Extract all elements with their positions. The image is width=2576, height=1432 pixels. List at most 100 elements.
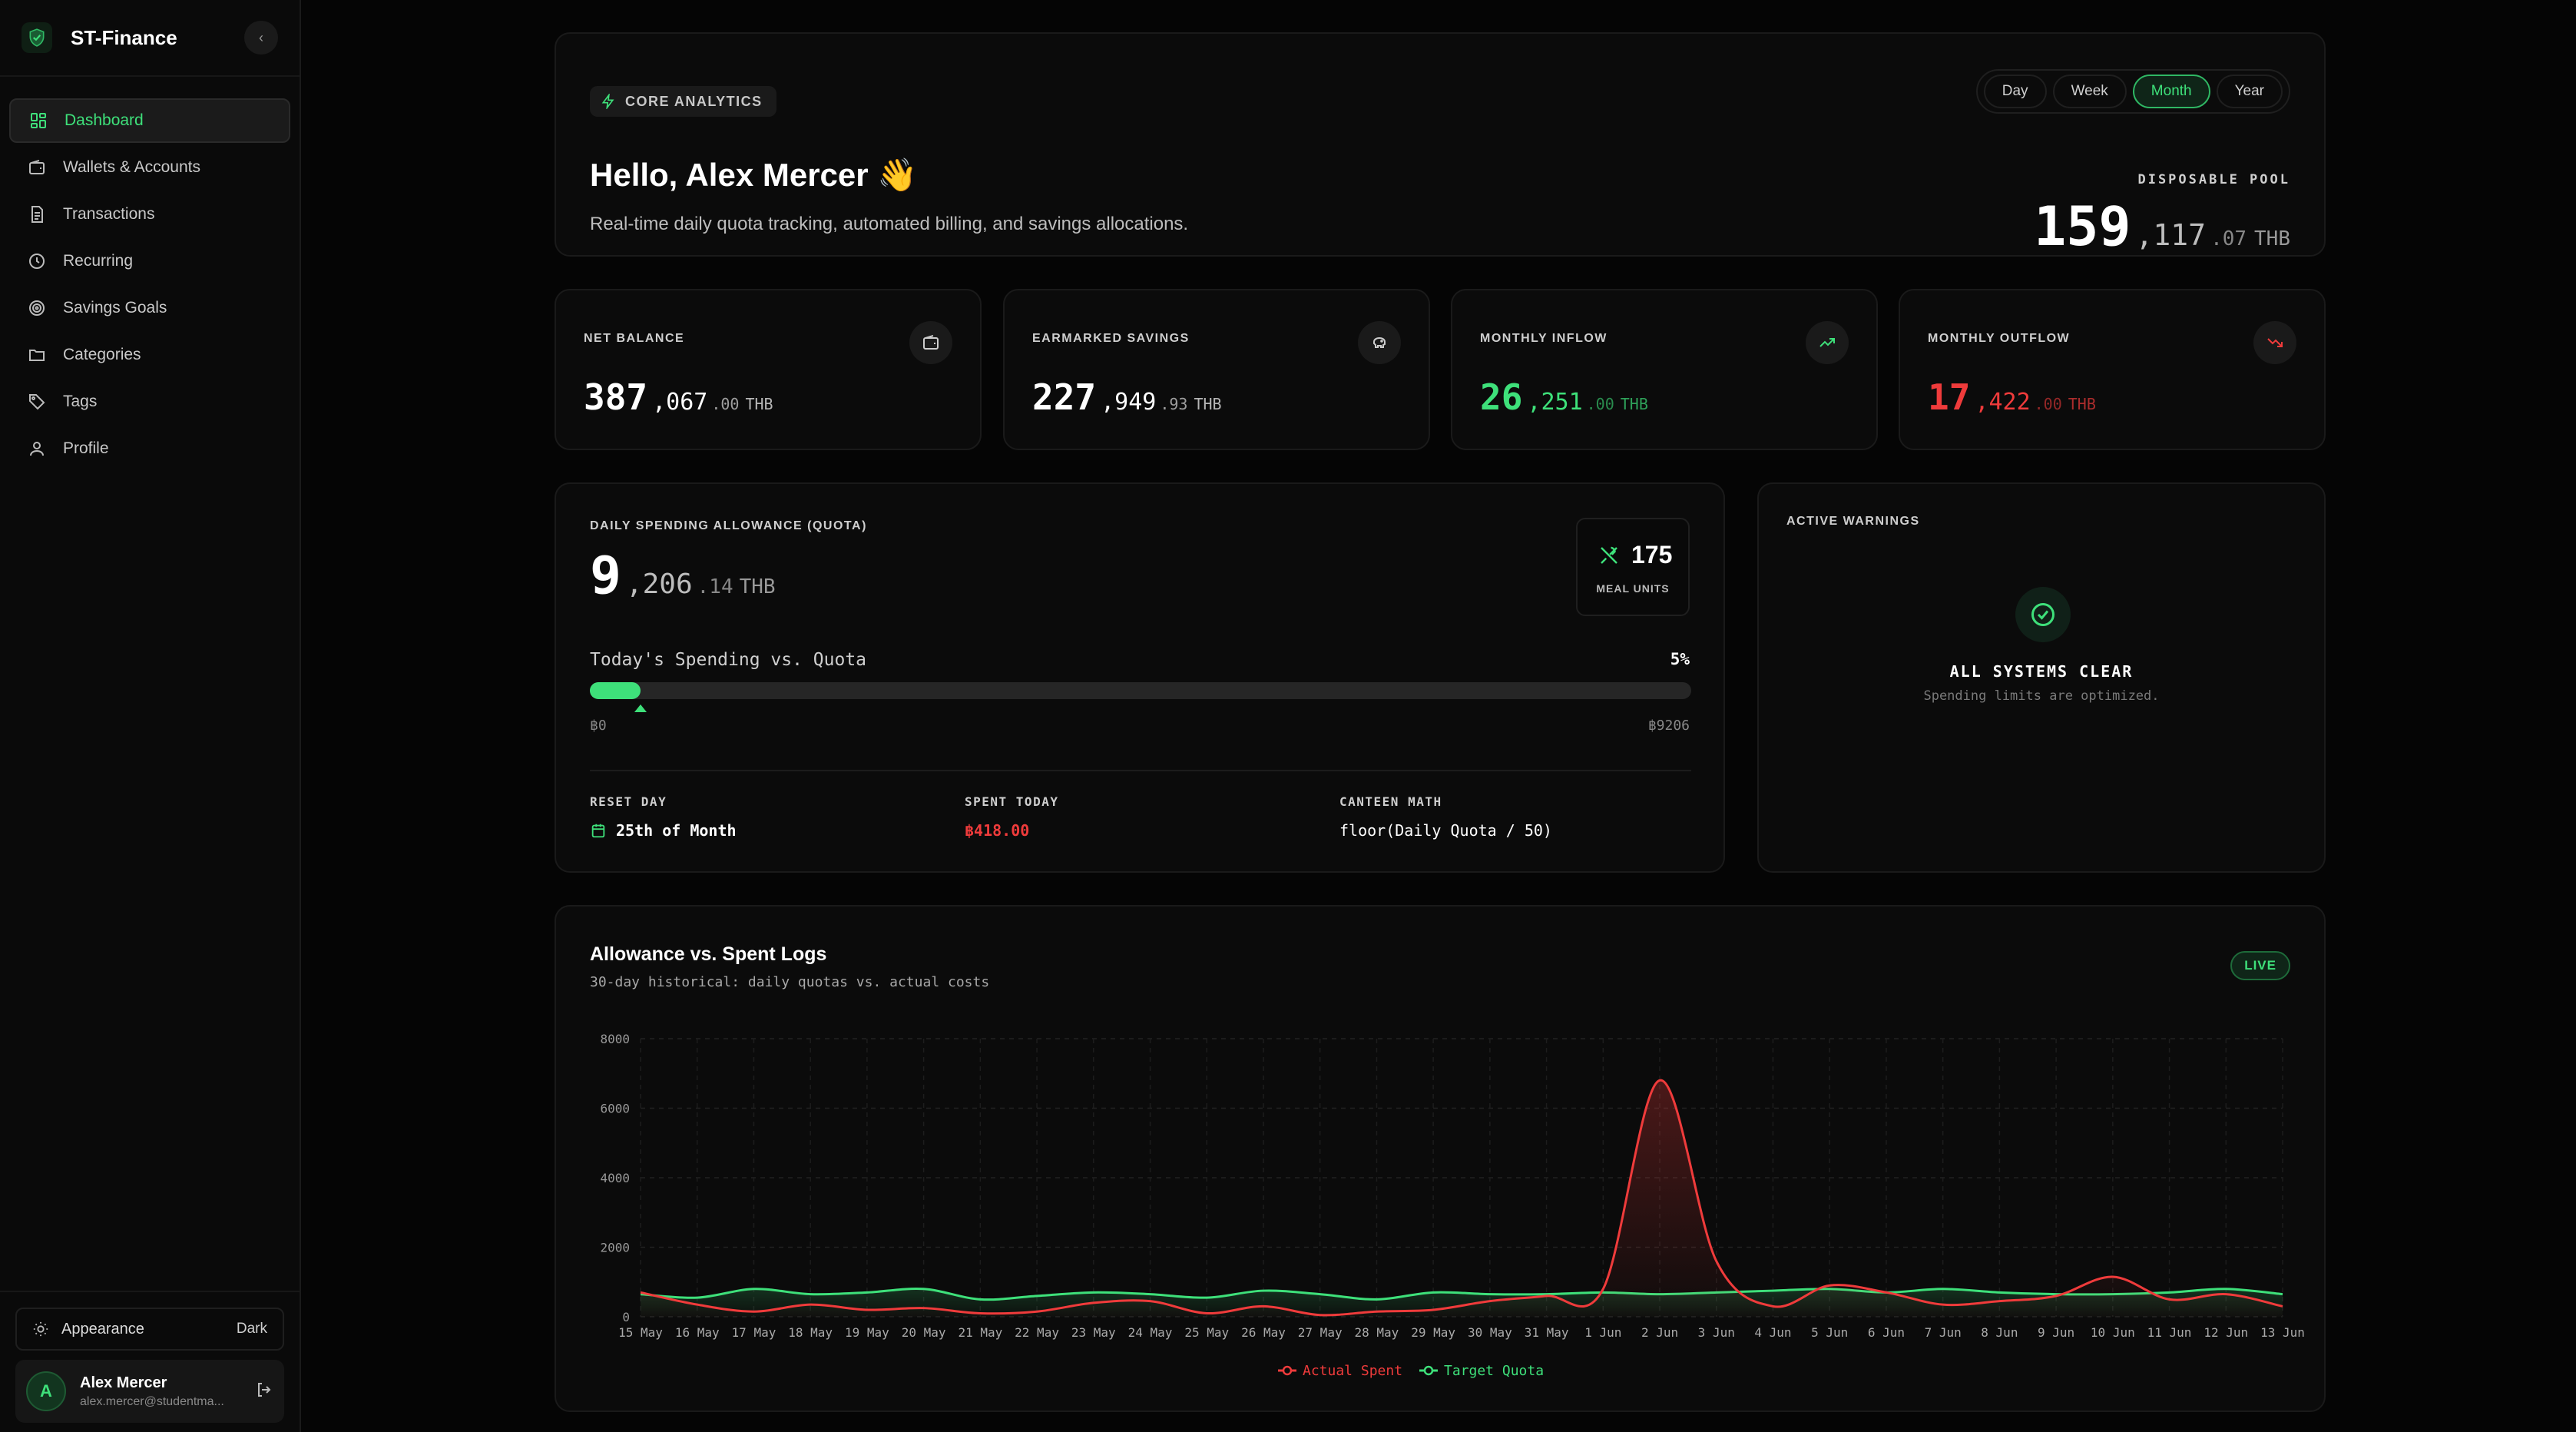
stat-unit: THB	[745, 395, 773, 413]
tab-week[interactable]: Week	[2052, 75, 2127, 108]
pool-int: 159	[2034, 195, 2131, 258]
tab-day[interactable]: Day	[1983, 75, 2047, 108]
x-tick-label: 13 Jun	[2260, 1325, 2305, 1340]
legend-label-spent: Actual Spent	[1303, 1363, 1402, 1379]
legend-marker-spent	[1282, 1365, 1293, 1376]
spending-progress-fill	[590, 682, 641, 699]
utensils-icon	[1601, 546, 1617, 564]
user-email: alex.mercer@studentma...	[80, 1394, 224, 1408]
y-tick-label: 2000	[600, 1241, 630, 1255]
stat-label: MONTHLY OUTFLOW	[1928, 332, 2071, 345]
user-info: Alex Mercer alex.mercer@studentma...	[80, 1374, 226, 1409]
active-warnings-card: ACTIVE WARNINGS ALL SYSTEMS CLEAR Spendi…	[1757, 482, 2326, 873]
warnings-headline: ALL SYSTEMS CLEAR	[1949, 662, 2134, 681]
logout-icon[interactable]	[255, 1381, 273, 1403]
sidebar-item-label: Transactions	[63, 205, 155, 223]
tab-year[interactable]: Year	[2216, 75, 2283, 108]
x-tick-label: 10 Jun	[2091, 1325, 2135, 1340]
warnings-subtext: Spending limits are optimized.	[1923, 688, 2160, 704]
series-target-quota-line	[640, 1288, 2283, 1301]
sidebar-item-profile[interactable]: Profile	[9, 426, 290, 471]
appearance-toggle[interactable]: Appearance Dark	[15, 1308, 284, 1351]
x-tick-label: 7 Jun	[1925, 1325, 1962, 1340]
x-tick-label: 15 May	[618, 1325, 663, 1340]
x-tick-label: 2 Jun	[1641, 1325, 1678, 1340]
quota-value: 9,206.14 THB	[590, 545, 776, 606]
sidebar-item-label: Tags	[63, 393, 98, 410]
sidebar-item-savings-goals[interactable]: Savings Goals	[9, 286, 290, 330]
sidebar-item-tags[interactable]: Tags	[9, 380, 290, 424]
canteen-math-label: CANTEEN MATH	[1339, 794, 1442, 809]
progress-min-label: ฿0	[590, 718, 607, 734]
reset-day-block: RESET DAY 25th of Month	[590, 794, 737, 840]
calendar-icon	[591, 824, 605, 838]
disposable-pool-value: 159 ,117 .07 THB	[2034, 195, 2290, 258]
stat-dec: .93	[1160, 395, 1188, 413]
sidebar-item-transactions[interactable]: Transactions	[9, 192, 290, 237]
stat-mid: ,067	[652, 389, 708, 416]
tag-icon	[26, 391, 48, 413]
quota-mid: ,206	[625, 568, 693, 600]
page-title: Hello, Alex Mercer 👋	[590, 157, 918, 193]
spent-today-block: SPENT TODAY ฿418.00	[965, 794, 1058, 840]
stat-mid: ,251	[1527, 389, 1583, 416]
stat-label: NET BALANCE	[584, 332, 685, 345]
canteen-math-value: floor(Daily Quota / 50)	[1339, 821, 1552, 840]
y-tick-label: 8000	[600, 1032, 630, 1046]
stat-mid: ,422	[1975, 389, 2031, 416]
collapse-sidebar-button[interactable]: ‹	[244, 21, 278, 55]
chevron-left-icon: ‹	[259, 29, 263, 45]
wallet-icon	[909, 321, 952, 364]
x-tick-label: 30 May	[1468, 1325, 1512, 1340]
quota-int: 9	[590, 545, 621, 606]
sidebar-item-label: Profile	[63, 439, 109, 457]
tab-month[interactable]: Month	[2132, 75, 2210, 108]
user-card: A Alex Mercer alex.mercer@studentma...	[15, 1360, 284, 1423]
meal-units-box: 175 MEAL UNITS	[1576, 518, 1690, 616]
sun-icon	[32, 1321, 49, 1338]
warnings-title: ACTIVE WARNINGS	[1786, 515, 1920, 528]
sidebar-item-categories[interactable]: Categories	[9, 333, 290, 377]
x-tick-label: 20 May	[902, 1325, 946, 1340]
check-circle-icon	[2015, 587, 2071, 642]
stat-int: 227	[1032, 376, 1097, 418]
meal-units-number: 175	[1631, 541, 1673, 568]
stat-unit: THB	[2068, 395, 2096, 413]
spent-today-value: ฿418.00	[965, 821, 1030, 840]
sidebar-item-wallets[interactable]: Wallets & Accounts	[9, 145, 290, 190]
wallet-icon	[26, 157, 48, 178]
sidebar-item-label: Dashboard	[65, 111, 144, 129]
x-tick-label: 22 May	[1015, 1325, 1059, 1340]
x-tick-label: 8 Jun	[1981, 1325, 2018, 1340]
pool-dec: .07	[2210, 227, 2247, 250]
spent-today-label: SPENT TODAY	[965, 794, 1059, 809]
appearance-mode: Dark	[236, 1321, 267, 1337]
clock-icon	[26, 250, 48, 272]
stat-value: 26,251.00 THB	[1480, 376, 1648, 418]
brand-header: ST-Finance ‹	[0, 0, 300, 77]
quota-unit: THB	[739, 575, 776, 598]
sidebar-item-recurring[interactable]: Recurring	[9, 239, 290, 283]
appearance-label: Appearance	[61, 1320, 144, 1338]
x-tick-label: 27 May	[1298, 1325, 1343, 1340]
x-tick-label: 1 Jun	[1584, 1325, 1621, 1340]
sidebar-item-label: Categories	[63, 346, 141, 363]
trending-up-icon	[1806, 321, 1849, 364]
y-tick-label: 4000	[600, 1171, 630, 1185]
sidebar-item-dashboard[interactable]: Dashboard	[9, 98, 290, 143]
live-badge: LIVE	[2230, 951, 2290, 980]
x-tick-label: 24 May	[1128, 1325, 1173, 1340]
stat-label: EARMARKED SAVINGS	[1032, 332, 1190, 345]
x-tick-label: 19 May	[845, 1325, 889, 1340]
pool-unit: THB	[2254, 227, 2290, 250]
document-icon	[26, 204, 48, 225]
x-tick-label: 29 May	[1411, 1325, 1455, 1340]
page-subtitle: Real-time daily quota tracking, automate…	[590, 214, 1189, 234]
reset-day-value: 25th of Month	[590, 821, 737, 840]
spending-progress-track	[590, 682, 1691, 699]
y-tick-label: 6000	[600, 1102, 630, 1116]
stat-dec: .00	[711, 395, 740, 413]
core-analytics-badge: CORE ANALYTICS	[590, 86, 776, 117]
avatar: A	[26, 1371, 66, 1411]
x-tick-label: 28 May	[1355, 1325, 1399, 1340]
